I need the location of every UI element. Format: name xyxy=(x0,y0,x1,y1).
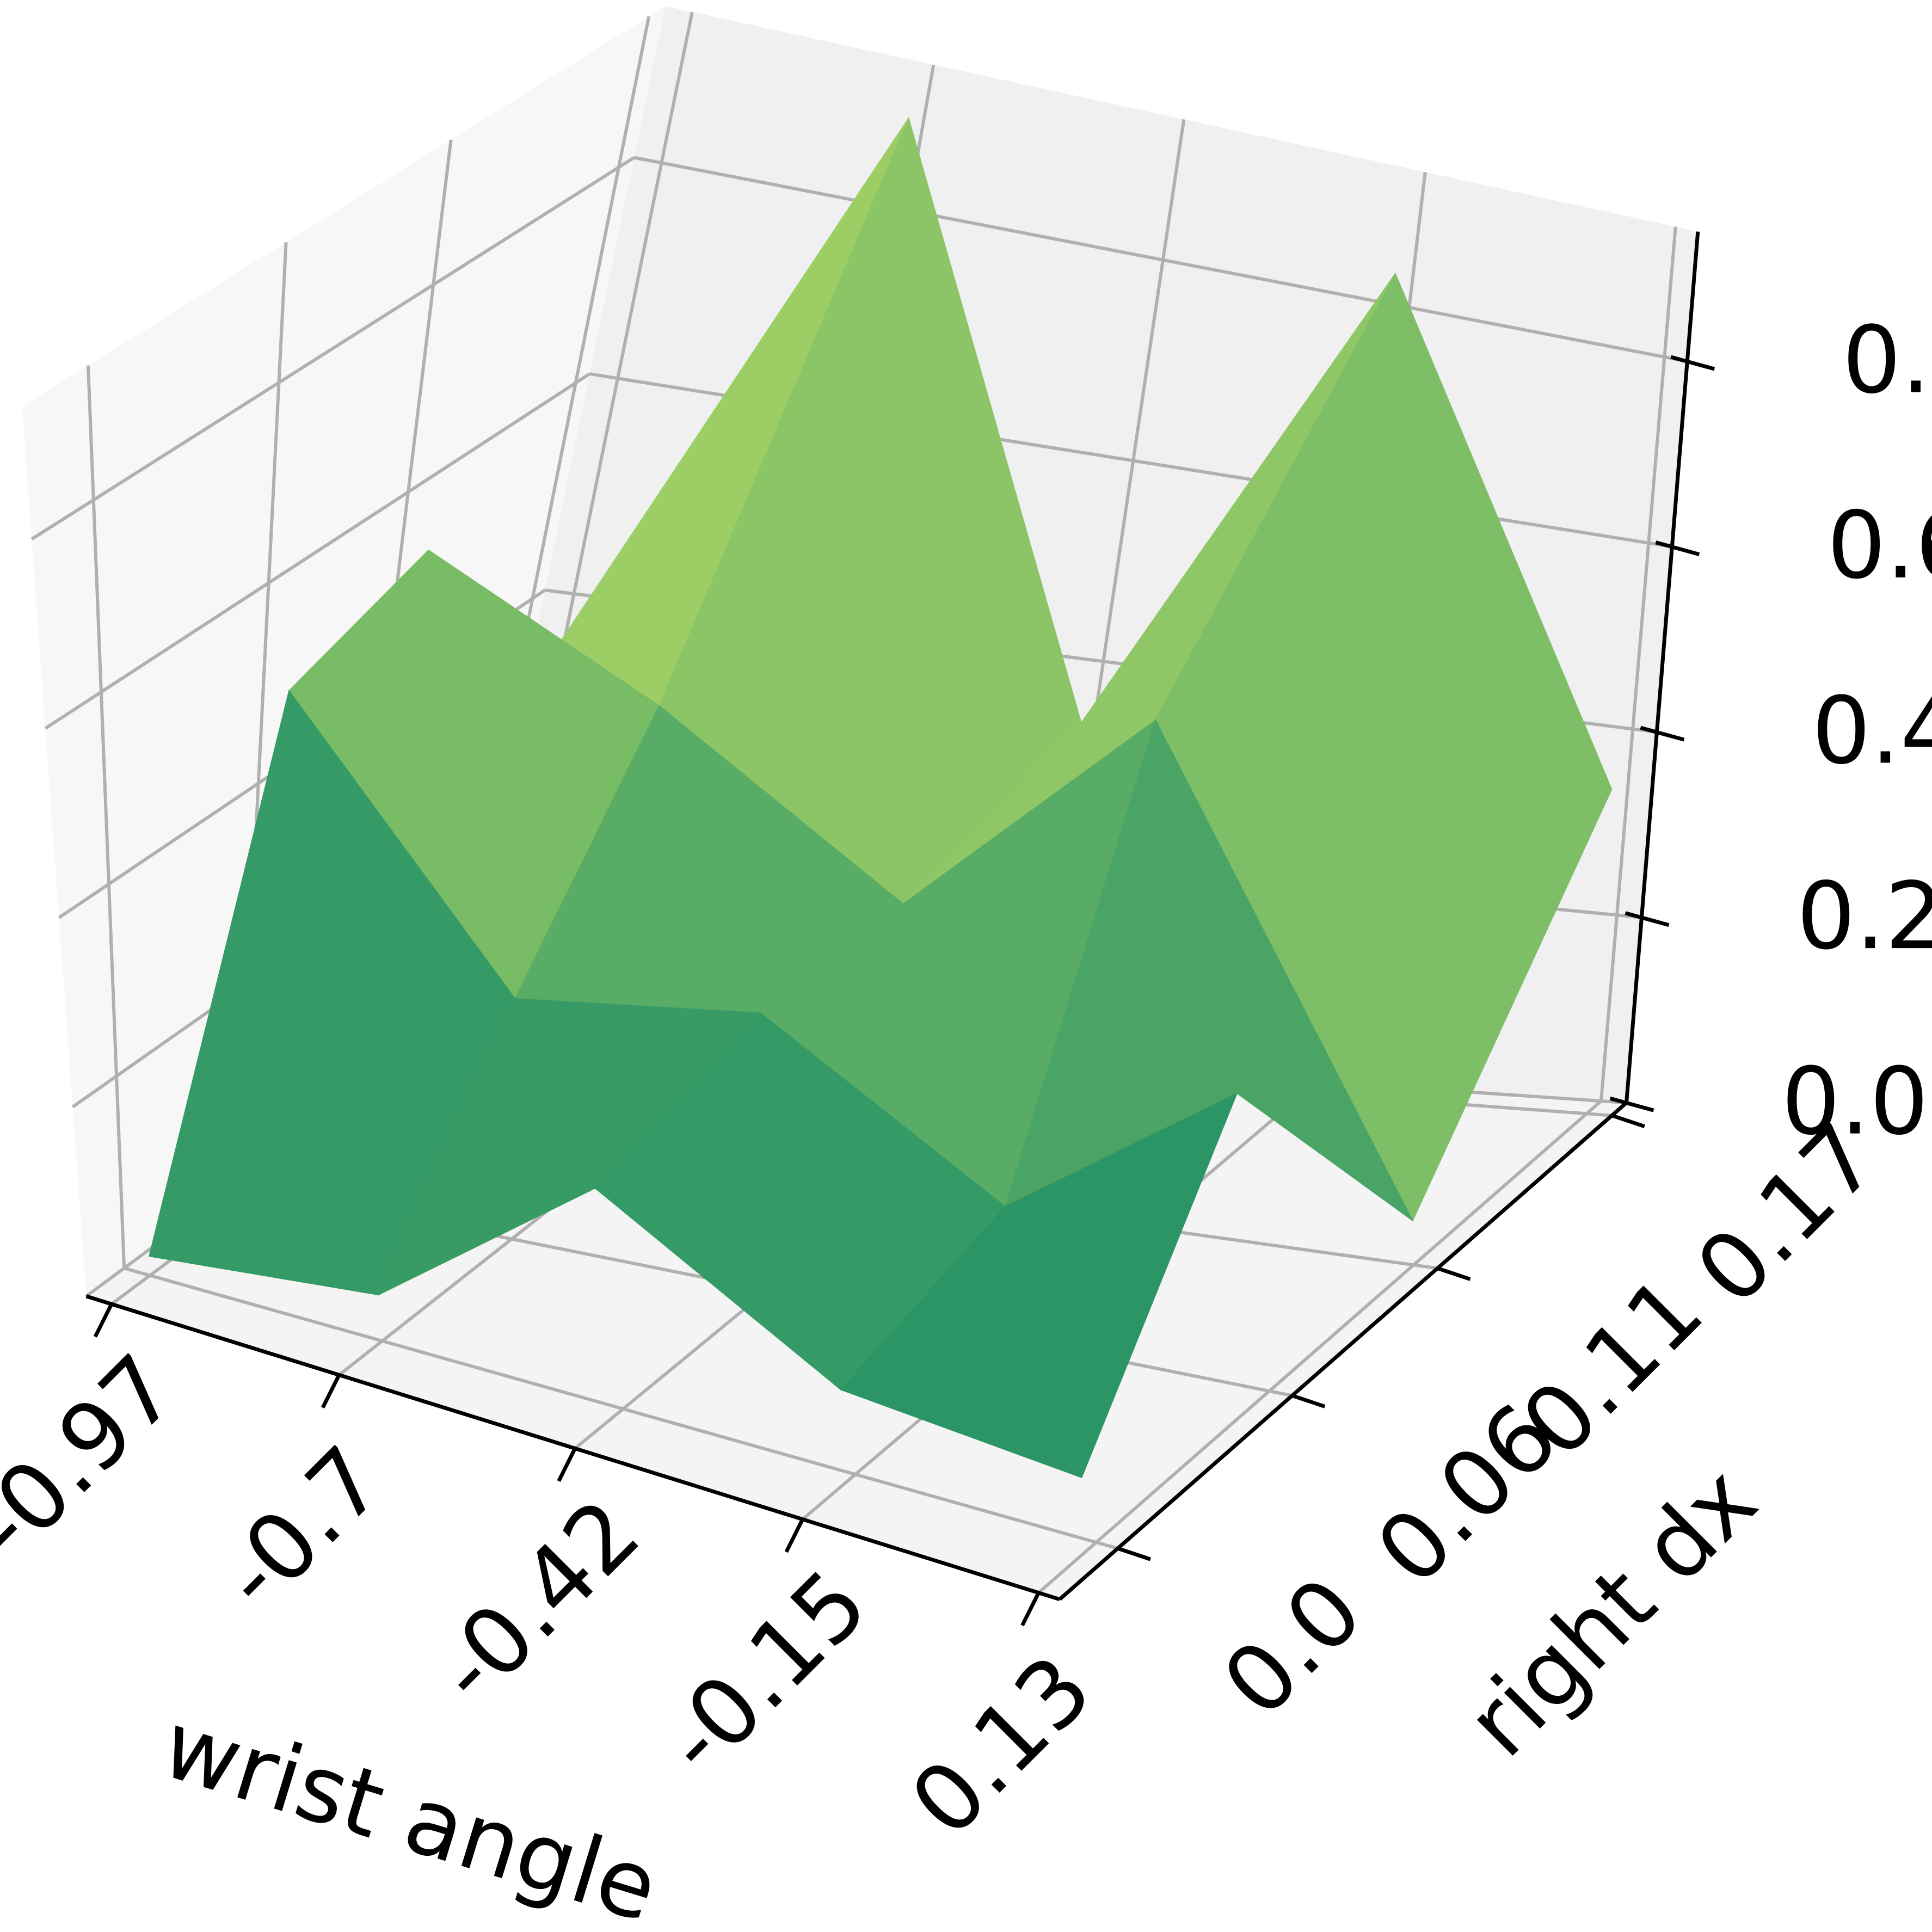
tick-mark xyxy=(1625,911,1670,927)
grid-line xyxy=(633,156,1688,363)
tick-mark xyxy=(557,1447,577,1482)
grid-line xyxy=(124,1266,1118,1550)
tick-mark xyxy=(1670,355,1715,371)
tick-mark xyxy=(321,1374,341,1408)
grid-line xyxy=(86,365,126,1269)
surface-face xyxy=(840,1092,1238,1479)
tick-mark xyxy=(1117,1546,1151,1561)
surface xyxy=(149,116,1613,1479)
grid-line xyxy=(1037,1099,1602,1594)
axes xyxy=(85,231,1715,1627)
z-tick-label: 0.0 xyxy=(1781,1048,1928,1156)
z-tick-label: 0.2 xyxy=(1796,863,1932,970)
tick-mark xyxy=(1437,1266,1471,1281)
x-tick-label: -0.97 xyxy=(0,1334,197,1580)
grid-line xyxy=(44,372,591,730)
tick-mark xyxy=(1640,725,1685,742)
tick-mark xyxy=(93,1303,114,1338)
axis-line xyxy=(1625,231,1700,1103)
x-axis-label: wrist angle xyxy=(150,1691,669,1932)
axis-line xyxy=(1058,1101,1628,1601)
tick-mark xyxy=(1020,1592,1041,1627)
z-tick-label: 0.8 xyxy=(1842,306,1932,414)
grid-line xyxy=(30,156,635,541)
x-tick-label: 0.13 xyxy=(890,1635,1112,1857)
axis-line xyxy=(85,1294,1061,1602)
grid-line xyxy=(1599,226,1677,1102)
x-tick-label: -0.15 xyxy=(643,1550,888,1795)
x-tick-label: -0.42 xyxy=(415,1479,661,1725)
tick-mark xyxy=(1611,1113,1645,1129)
z-tick-label: 0.6 xyxy=(1827,492,1932,600)
x-tick-label: -0.7 xyxy=(200,1426,404,1630)
y-tick-label: 0.0 xyxy=(1203,1557,1383,1737)
z-tick-label: 0.4 xyxy=(1812,678,1932,785)
tick-mark xyxy=(1655,540,1700,556)
tick-mark xyxy=(784,1518,804,1553)
tick-mark xyxy=(1291,1394,1326,1408)
tick-mark xyxy=(1609,1096,1654,1112)
